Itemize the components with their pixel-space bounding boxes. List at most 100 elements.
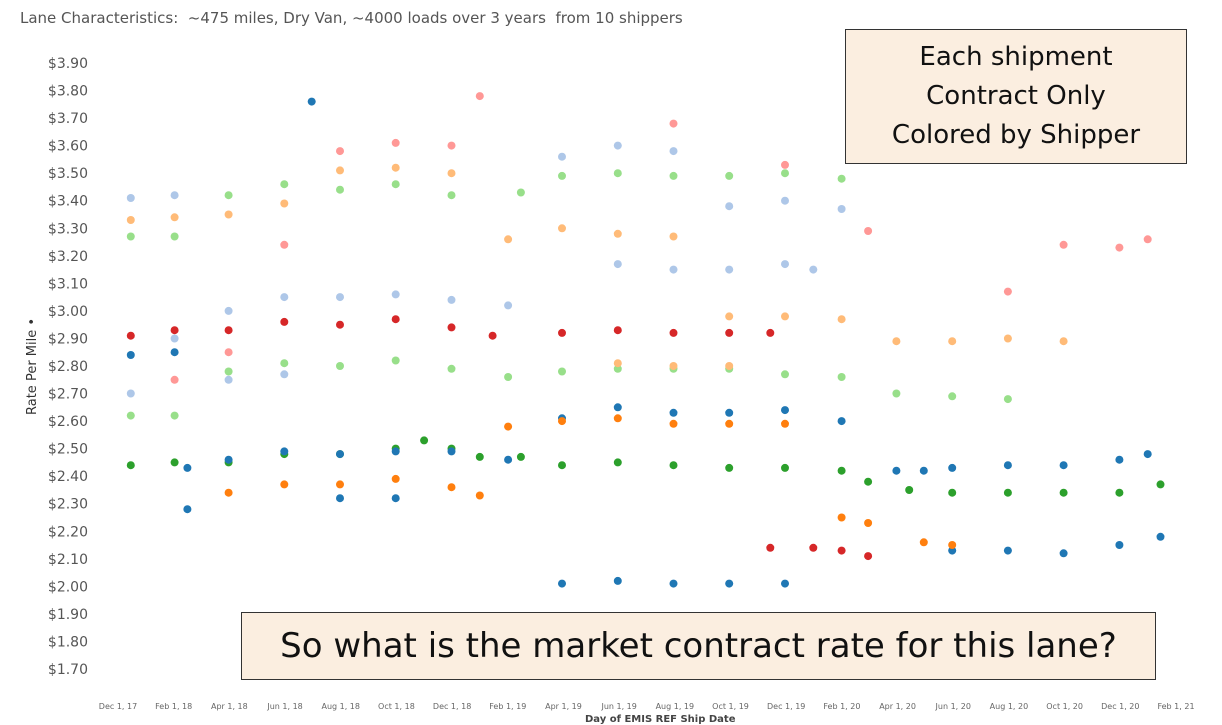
info-box: Each shipment Contract Only Colored by S… [845,29,1187,164]
info-line: Contract Only [926,81,1106,111]
data-point [447,191,456,200]
data-point [948,337,957,346]
y-tick-label: $3.30 [48,221,88,237]
data-point [1115,488,1124,497]
data-point [669,579,678,588]
data-point [781,169,789,178]
data-point [725,265,734,274]
data-point [837,373,846,381]
y-tick-label: $3.60 [48,139,88,155]
data-point [224,455,233,464]
data-point [781,579,789,588]
data-point [170,458,179,467]
data-point [558,171,566,180]
y-tick-label: $2.00 [48,579,88,595]
data-point [809,543,818,552]
data-point [126,216,135,224]
x-tick-label: Dec 1, 19 [767,702,805,711]
data-point [613,260,622,269]
data-point [613,326,622,335]
data-point [170,191,179,200]
y-axis-label: Rate Per Mile • [25,317,40,415]
data-point [224,326,233,335]
data-point [504,373,513,381]
y-tick-label: $3.70 [48,111,88,127]
question-box: So what is the market contract rate for … [241,612,1156,680]
data-point [669,147,678,156]
data-point [126,351,135,359]
data-point [504,455,513,464]
data-point [809,265,818,274]
data-point [725,419,734,428]
x-tick-label: Dec 1, 20 [1101,702,1139,711]
data-point [504,235,513,244]
y-tick-label: $3.40 [48,194,88,210]
data-point [1115,455,1124,464]
series-7 [170,92,1152,384]
data-point [420,436,429,445]
data-point [447,364,456,373]
data-point [307,97,316,106]
data-point [475,491,484,500]
data-point [919,466,928,475]
x-tick-label: Dec 1, 18 [433,702,471,711]
data-point [280,180,289,189]
data-point [224,348,233,357]
data-point [391,494,400,503]
y-tick-label: $2.70 [48,387,88,403]
data-point [1003,334,1012,343]
data-point [905,486,914,494]
data-point [558,367,566,376]
data-point [126,331,135,340]
series-3 [126,163,1068,370]
data-point [170,326,179,335]
data-point [170,213,179,222]
data-point [864,552,873,561]
data-point [669,408,678,417]
data-point [864,477,873,486]
data-point [488,331,497,340]
data-point [336,320,344,329]
data-point [336,166,344,175]
data-point [864,227,873,235]
data-point [1156,480,1165,489]
data-point [669,362,678,370]
data-point [336,185,344,194]
series-1 [126,315,873,561]
data-point [613,359,622,368]
data-point [516,452,525,461]
data-point [475,92,484,101]
data-point [725,202,734,211]
data-point [669,119,678,128]
data-point [781,419,789,428]
data-point [280,447,289,456]
data-point [613,141,622,150]
data-point [336,362,344,370]
x-tick-label: Apr 1, 19 [545,702,582,711]
x-tick-label: Aug 1, 20 [990,702,1029,711]
data-point [447,169,456,178]
data-point [447,447,456,456]
data-point [447,323,456,332]
series-5 [126,97,1165,588]
y-tick-label: $2.10 [48,552,88,568]
x-tick-label: Dec 1, 17 [99,702,137,711]
data-point [725,463,734,472]
y-tick-label: $2.20 [48,524,88,540]
y-tick-label: $3.50 [48,166,88,182]
y-tick-label: $2.90 [48,331,88,347]
data-point [1059,549,1068,558]
x-tick-label: Jun 1, 18 [266,702,302,711]
y-tick-label: $1.90 [48,607,88,623]
data-point [280,199,289,208]
info-line: Each shipment [919,42,1113,72]
data-point [1115,243,1124,252]
data-point [336,480,344,489]
data-point [224,375,233,384]
data-point [558,579,566,588]
x-tick-label: Aug 1, 19 [656,702,695,711]
data-point [558,461,566,470]
data-point [1003,395,1012,404]
data-point [613,169,622,178]
data-point [280,240,289,249]
